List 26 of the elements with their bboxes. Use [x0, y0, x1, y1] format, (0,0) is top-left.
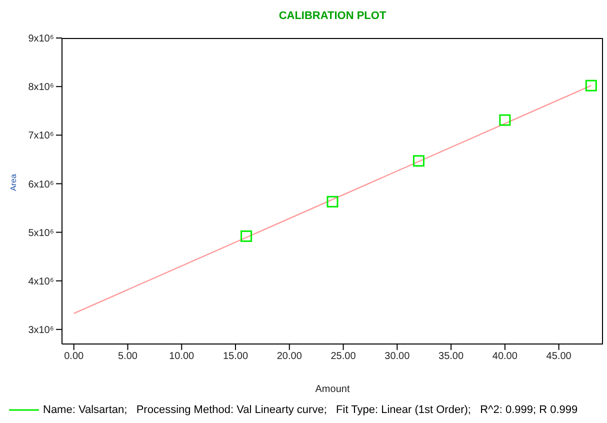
x-tick-label: 0.00 — [64, 351, 84, 362]
x-tick-label: 10.00 — [169, 351, 195, 362]
y-tick-label: 7x10⁶ — [28, 130, 54, 142]
x-tick-label: 5.00 — [118, 351, 138, 362]
x-tick-label: 20.00 — [276, 351, 302, 362]
x-tick-label: 35.00 — [438, 351, 464, 362]
x-tick-label: 15.00 — [222, 351, 248, 362]
y-tick-label: 3x10⁶ — [28, 324, 54, 336]
point — [499, 114, 511, 126]
point — [326, 196, 338, 208]
y-tick-label: 4x10⁶ — [28, 276, 54, 288]
y-tick-label: 8x10⁶ — [28, 82, 54, 94]
x-axis-title: Amount — [315, 384, 350, 395]
x-tick-label: 40.00 — [492, 351, 518, 362]
chart-title: CALIBRATION PLOT — [278, 10, 388, 22]
x-tick-label: 45.00 — [546, 351, 572, 362]
x-tick-label: 30.00 — [384, 351, 410, 362]
y-axis-title: Area — [8, 174, 18, 191]
x-tick-label: 25.00 — [330, 351, 356, 362]
point — [585, 80, 597, 92]
y-tick-label: 9x10⁶ — [28, 34, 54, 45]
point — [240, 230, 252, 242]
point — [412, 155, 424, 167]
y-tick-label: 6x10⁶ — [28, 179, 54, 190]
legend-label: Name: Valsartan; Processing Method: Val Linearty curve; Fit Type: Linear (1st Order); R^2: 0.999; R 0.999 — [43, 404, 578, 416]
y-tick-label: 5x10⁶ — [28, 228, 54, 239]
